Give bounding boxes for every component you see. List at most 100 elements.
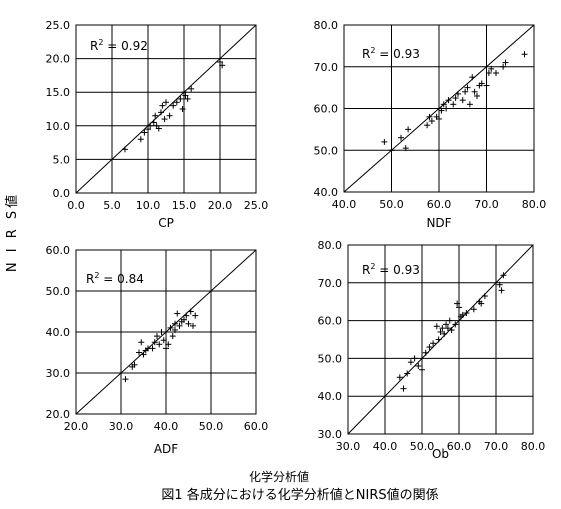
data-point — [402, 145, 409, 152]
y-tick-label: 10.0 — [46, 120, 71, 133]
data-point — [407, 359, 414, 366]
x-tick-label: 5.0 — [103, 199, 121, 212]
data-point — [188, 85, 195, 92]
data-point — [152, 112, 159, 119]
plot-frame — [343, 24, 535, 193]
panel-x-label: ADF — [154, 442, 178, 456]
data-point — [459, 311, 466, 318]
data-point — [404, 370, 411, 377]
data-point — [422, 349, 429, 356]
r-squared-label: R2 = 0.93 — [362, 262, 420, 277]
identity-line — [343, 24, 535, 193]
y-tick-label: 30.0 — [46, 367, 71, 380]
x-tick-label: 25.0 — [244, 199, 269, 212]
data-point — [140, 351, 147, 358]
x-tick-label: 50.0 — [379, 198, 404, 211]
data-point — [159, 102, 166, 109]
y-tick-label: 40.0 — [318, 390, 343, 403]
data-point — [154, 333, 160, 340]
y-tick-label: 70.0 — [318, 277, 343, 290]
data-point — [182, 92, 189, 99]
figure-caption: 図1 各成分における化学分析値とNIRS値の関係 — [161, 487, 438, 503]
data-point — [443, 105, 450, 112]
data-point — [456, 304, 462, 311]
r-squared-label: R2 = 0.84 — [86, 271, 144, 286]
data-point — [176, 322, 183, 329]
data-point — [172, 326, 178, 333]
data-point — [433, 323, 440, 330]
panel-x-label: CP — [158, 216, 174, 230]
data-point — [439, 325, 446, 332]
identity-line — [75, 24, 257, 194]
data-point — [166, 112, 173, 119]
y-tick-label: 50.0 — [314, 144, 339, 157]
y-tick-label: 30.0 — [318, 428, 343, 441]
plot-frame — [75, 249, 257, 415]
data-point — [452, 95, 459, 102]
data-point — [462, 88, 469, 95]
data-point — [502, 59, 509, 66]
data-point — [500, 63, 507, 70]
data-point — [158, 329, 165, 335]
data-point — [170, 102, 177, 109]
data-point — [396, 374, 403, 381]
data-point — [450, 101, 457, 108]
data-point — [469, 74, 476, 81]
y-tick-label: 60.0 — [318, 315, 343, 328]
x-tick-label: 20.0 — [64, 420, 89, 433]
data-point — [438, 107, 445, 114]
data-point — [426, 344, 433, 351]
data-point — [141, 129, 148, 136]
y-tick-label: 80.0 — [318, 239, 343, 252]
data-point — [415, 362, 422, 369]
r-squared-label: R2 = 0.92 — [90, 38, 148, 53]
data-point — [163, 345, 169, 352]
y-tick-label: 25.0 — [46, 19, 71, 32]
data-point — [445, 97, 452, 104]
data-point — [147, 122, 154, 129]
data-point — [443, 321, 450, 328]
identity-line — [75, 249, 257, 415]
data-point — [488, 65, 495, 72]
x-tick-label: 15.0 — [172, 199, 197, 212]
x-tick-label: 40.0 — [373, 440, 398, 453]
data-point — [426, 113, 433, 120]
scatter-panel-ndf: 40.0 50.0 60.0 70.0 80.0 40.0 50.0 60.0 70.0 80.0… — [314, 19, 547, 230]
data-point — [157, 109, 164, 116]
data-point — [136, 349, 142, 356]
data-point — [405, 126, 412, 133]
data-point — [398, 134, 404, 141]
panel-x-label: Ob — [432, 447, 449, 461]
data-point — [151, 339, 158, 346]
data-point — [464, 84, 471, 91]
data-point — [174, 310, 181, 317]
y-tick-label: 15.0 — [46, 86, 71, 99]
data-point — [184, 95, 191, 102]
data-point — [437, 328, 444, 335]
data-point — [496, 281, 503, 288]
data-point — [428, 118, 435, 125]
x-tick-label: 10.0 — [136, 199, 161, 212]
data-point — [185, 320, 192, 327]
x-tick-label: 30.0 — [109, 420, 134, 433]
data-point — [181, 89, 187, 96]
plot-frame — [347, 244, 534, 435]
data-point — [470, 306, 477, 313]
x-tick-label: 40.0 — [154, 420, 179, 433]
data-point — [381, 138, 388, 145]
x-tick-label: 60.0 — [427, 198, 452, 211]
data-point — [446, 317, 453, 324]
x-tick-label: 70.0 — [474, 198, 499, 211]
y-tick-label: 0.0 — [53, 187, 71, 200]
scatter-panel-ob: 30.0 40.0 50.0 60.0 70.0 80.0 30.0 40.0 50.0 60.0… — [318, 239, 546, 461]
data-point — [424, 122, 431, 129]
data-point — [156, 341, 163, 348]
data-point — [161, 116, 168, 123]
x-tick-label: 30.0 — [336, 440, 361, 453]
data-point — [183, 312, 190, 319]
data-point — [521, 51, 528, 58]
y-tick-label: 80.0 — [314, 19, 339, 32]
data-point — [500, 272, 507, 279]
data-point — [448, 327, 455, 334]
data-point — [474, 92, 480, 99]
